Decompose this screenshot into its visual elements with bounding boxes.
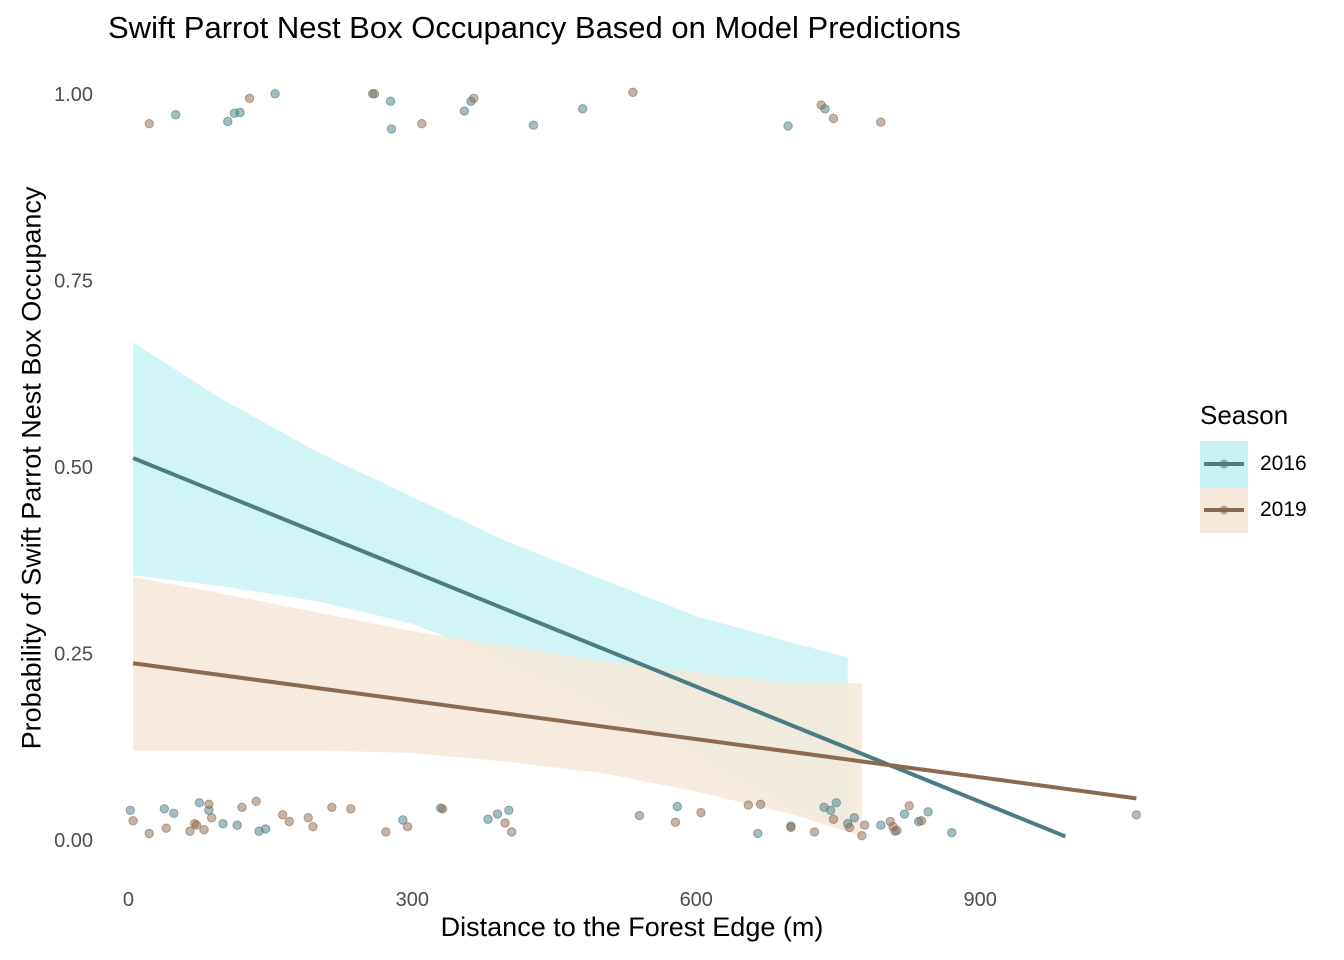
data-point-2019-43 xyxy=(628,87,638,98)
data-point-2019-40 xyxy=(369,89,380,99)
data-point-2016-13 xyxy=(504,805,514,815)
data-point-2016-33 xyxy=(270,89,280,99)
data-point-2019-21 xyxy=(506,827,517,837)
data-point-2019-3 xyxy=(185,826,195,836)
chart-title: Swift Parrot Nest Box Occupancy Based on… xyxy=(108,10,961,45)
data-point-2019-9 xyxy=(237,802,247,813)
y-tick-label: 0.75 xyxy=(54,270,93,292)
data-point-2019-14 xyxy=(308,822,318,832)
data-point-2016-36 xyxy=(386,124,397,134)
y-tick-label: 0.25 xyxy=(54,644,93,666)
data-point-2016-6 xyxy=(232,820,242,830)
data-point-2016-23 xyxy=(876,820,886,830)
data-point-2019-16 xyxy=(346,804,356,814)
x-tick-label: 900 xyxy=(963,889,996,911)
data-point-2019-0 xyxy=(128,816,138,826)
data-point-2016-0 xyxy=(125,805,135,815)
data-point-2019-6 xyxy=(199,825,209,835)
data-point-2016-41 xyxy=(783,121,793,131)
data-point-2019-27 xyxy=(809,827,820,837)
data-point-2019-46 xyxy=(876,117,886,127)
y-tick-label: 0.00 xyxy=(54,830,93,852)
data-point-2016-5 xyxy=(218,819,228,829)
data-point-2016-8 xyxy=(260,824,271,834)
data-point-2019-11 xyxy=(277,810,288,820)
data-point-2019-13 xyxy=(303,813,313,823)
x-tick-label: 0 xyxy=(123,889,134,911)
data-point-2019-42 xyxy=(469,93,479,104)
data-point-2016-25 xyxy=(899,809,910,819)
y-tick-label: 0.50 xyxy=(54,457,93,479)
data-point-2016-30 xyxy=(223,116,233,127)
data-point-2019-39 xyxy=(244,93,255,104)
legend: Season 2016 2019 xyxy=(1200,400,1307,533)
data-point-2019-44 xyxy=(816,100,826,110)
data-point-2016-37 xyxy=(459,106,470,116)
data-point-2016-22 xyxy=(849,813,860,823)
data-point-2016-20 xyxy=(831,798,842,808)
data-point-2019-38 xyxy=(144,119,154,129)
data-point-2019-2 xyxy=(161,823,171,833)
y-tick-label: 1.00 xyxy=(54,84,93,106)
data-point-2019-19 xyxy=(437,804,448,814)
data-point-2016-16 xyxy=(753,828,763,839)
data-point-2016-29 xyxy=(171,110,181,120)
x-tick-label: 300 xyxy=(396,889,429,911)
data-point-2019-18 xyxy=(402,822,413,832)
confidence-ribbon-2019 xyxy=(133,576,862,837)
data-point-2016-27 xyxy=(923,807,933,817)
data-point-2016-9 xyxy=(398,815,408,825)
data-point-2019-7 xyxy=(204,799,214,810)
data-point-2019-8 xyxy=(206,813,217,823)
data-point-2019-15 xyxy=(327,802,337,813)
data-point-2019-28 xyxy=(828,814,839,824)
data-point-2016-2 xyxy=(169,808,179,818)
data-point-2016-35 xyxy=(385,96,396,107)
data-point-2016-12 xyxy=(492,809,503,819)
legend-item-2019: 2019 xyxy=(1200,487,1307,533)
legend-title: Season xyxy=(1200,400,1289,430)
data-point-2019-34 xyxy=(892,825,902,836)
data-point-2019-35 xyxy=(904,801,914,811)
data-point-2019-30 xyxy=(857,830,867,841)
data-point-2016-15 xyxy=(672,801,683,812)
data-point-2019-17 xyxy=(381,827,391,837)
data-point-2019-10 xyxy=(251,796,261,807)
x-axis-label: Distance to the Forest Edge (m) xyxy=(440,912,824,942)
data-point-2019-45 xyxy=(828,113,839,124)
data-point-2019-12 xyxy=(284,816,294,827)
data-point-2019-5 xyxy=(191,820,202,830)
legend-label-2016: 2016 xyxy=(1260,452,1307,475)
data-point-2019-1 xyxy=(144,828,154,839)
data-point-2019-22 xyxy=(670,817,681,827)
data-point-2019-24 xyxy=(743,800,754,810)
data-point-2016-28 xyxy=(947,827,957,838)
x-tick-label: 600 xyxy=(680,889,713,911)
legend-item-2016: 2016 xyxy=(1200,441,1307,487)
data-point-2016-32 xyxy=(235,107,245,118)
data-point-2019-23 xyxy=(696,807,706,818)
data-point-2019-26 xyxy=(786,822,796,833)
legend-key-2016 xyxy=(1200,441,1248,487)
legend-key-2019 xyxy=(1200,487,1248,533)
fit-line-2016 xyxy=(132,456,1067,839)
data-point-2019-20 xyxy=(500,818,510,828)
data-point-2019-37 xyxy=(1131,810,1142,820)
data-point-2019-29 xyxy=(844,822,855,833)
data-point-2019-36 xyxy=(916,816,927,826)
data-point-2016-40 xyxy=(577,104,588,114)
data-point-2019-31 xyxy=(860,820,870,830)
data-point-2016-11 xyxy=(483,814,493,824)
data-point-2019-25 xyxy=(755,799,766,810)
legend-label-2019: 2019 xyxy=(1260,498,1307,521)
data-point-2016-1 xyxy=(159,804,170,814)
data-point-2016-14 xyxy=(634,810,645,821)
data-point-2019-41 xyxy=(417,119,427,129)
fit-line-2019 xyxy=(132,661,1137,801)
data-point-2016-39 xyxy=(528,120,539,130)
data-point-2016-19 xyxy=(825,805,836,815)
data-point-2016-3 xyxy=(194,798,205,808)
